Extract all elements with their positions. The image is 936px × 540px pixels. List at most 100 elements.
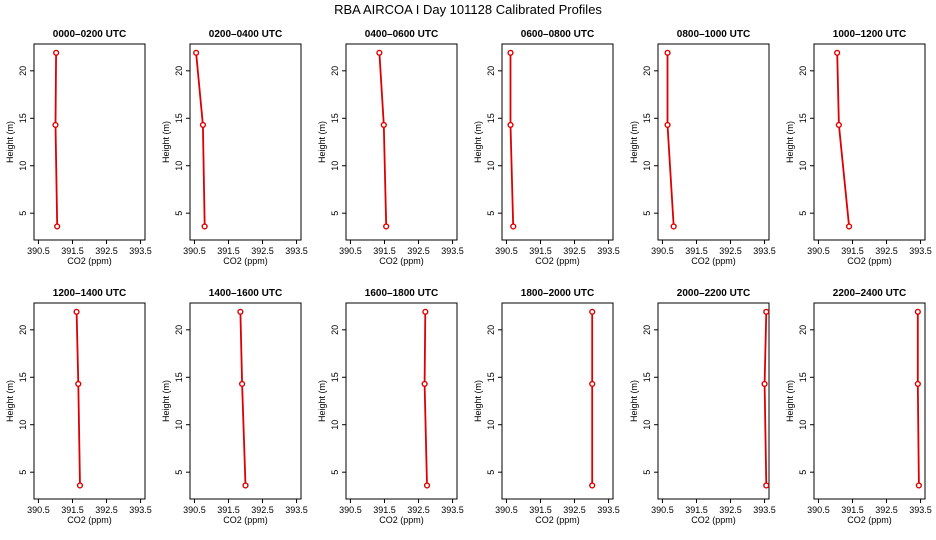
y-axis-label: Height (m) (161, 121, 171, 163)
profile-point (664, 49, 671, 56)
plot-frame (501, 302, 614, 500)
y-axis-label: Height (m) (629, 380, 639, 422)
profile-line (54, 52, 59, 227)
profile-panel: 0000–0200 UTC 390.5 391.5 392.5 393.5 5 10 15 20… (5, 29, 152, 266)
y-tick-label: 10 (798, 420, 808, 430)
y-tick-label: 5 (642, 211, 652, 216)
y-axis-label: Height (m) (785, 121, 795, 163)
x-tick-label: 391.5 (61, 246, 84, 256)
x-tick-label: 392.5 (875, 246, 898, 256)
x-axis-label: CO2 (ppm) (847, 515, 892, 525)
profile-point (75, 380, 82, 388)
profile-point (845, 223, 853, 230)
panel-title: 0000–0200 UTC (53, 29, 126, 40)
x-tick-label: 392.5 (563, 246, 586, 256)
profile-point (237, 308, 244, 315)
x-tick-label: 393.5 (909, 505, 932, 515)
y-axis-label: Height (m) (473, 380, 483, 422)
profile-point (54, 223, 61, 230)
profile-panel: 0600–0800 UTC 390.5 391.5 392.5 393.5 5 10 15 20… (473, 29, 620, 266)
profile-point (76, 482, 84, 489)
profile-point (835, 121, 842, 129)
x-tick-label: 392.5 (95, 505, 118, 515)
y-tick-label: 15 (18, 113, 28, 123)
x-axis-label: CO2 (ppm) (535, 515, 580, 525)
x-tick-label: 392.5 (875, 505, 898, 515)
x-axis-label: CO2 (ppm) (223, 256, 268, 266)
x-tick-label: 390.5 (183, 505, 206, 515)
profile-point (589, 380, 596, 388)
profile-point (380, 121, 387, 129)
y-tick-label: 20 (798, 66, 808, 76)
y-tick-label: 10 (330, 161, 340, 171)
panel-title: 2200–2400 UTC (833, 288, 906, 299)
x-tick-label: 390.5 (651, 246, 674, 256)
plot-frame (189, 43, 302, 241)
y-axis-label: Height (m) (317, 380, 327, 422)
y-tick-label: 15 (330, 113, 340, 123)
y-tick-label: 10 (486, 420, 496, 430)
x-axis-label: CO2 (ppm) (535, 256, 580, 266)
plot-frame (345, 302, 458, 500)
y-tick-label: 10 (18, 420, 28, 430)
x-tick-label: 393.5 (597, 505, 620, 515)
panel-title: 0800–1000 UTC (677, 29, 750, 40)
profile-line (666, 52, 675, 227)
y-tick-label: 15 (330, 372, 340, 382)
x-tick-label: 390.5 (807, 505, 830, 515)
y-axis-label: Height (m) (161, 380, 171, 422)
y-tick-label: 15 (642, 372, 652, 382)
y-tick-label: 5 (642, 470, 652, 475)
profile-point (423, 482, 431, 489)
y-tick-label: 5 (486, 470, 496, 475)
profile-point (422, 308, 429, 315)
y-tick-label: 5 (174, 211, 184, 216)
y-tick-label: 15 (18, 372, 28, 382)
y-tick-label: 5 (798, 470, 808, 475)
profile-point (242, 482, 249, 489)
y-tick-label: 5 (18, 211, 28, 216)
x-axis-label: CO2 (ppm) (847, 256, 892, 266)
x-tick-label: 393.5 (753, 505, 776, 515)
x-tick-label: 391.5 (529, 246, 552, 256)
x-axis-label: CO2 (ppm) (379, 515, 424, 525)
profile-panel: 0800–1000 UTC 390.5 391.5 392.5 393.5 5 10 15 20… (629, 29, 776, 266)
panel-title: 1800–2000 UTC (521, 288, 594, 299)
profile-point (52, 121, 59, 129)
x-tick-label: 392.5 (563, 505, 586, 515)
profile-point (763, 482, 770, 489)
panel-title: 0400–0600 UTC (365, 29, 438, 40)
profile-point (915, 482, 922, 489)
x-tick-label: 393.5 (909, 246, 932, 256)
y-tick-label: 10 (642, 420, 652, 430)
y-tick-label: 5 (798, 211, 808, 216)
profile-point (507, 49, 514, 56)
profile-point (761, 380, 768, 388)
profile-line (75, 311, 81, 486)
profile-point (193, 49, 200, 56)
profile-point (664, 121, 671, 129)
y-tick-label: 5 (18, 470, 28, 475)
plot-frame (813, 43, 926, 241)
x-tick-label: 391.5 (529, 505, 552, 515)
x-tick-label: 391.5 (685, 505, 708, 515)
y-tick-label: 15 (798, 113, 808, 123)
x-axis-label: CO2 (ppm) (67, 515, 112, 525)
y-tick-label: 15 (798, 372, 808, 382)
x-tick-label: 393.5 (129, 246, 152, 256)
x-tick-label: 392.5 (719, 246, 742, 256)
x-tick-label: 393.5 (129, 505, 152, 515)
x-tick-label: 392.5 (251, 505, 274, 515)
y-tick-label: 15 (486, 372, 496, 382)
y-tick-label: 20 (642, 66, 652, 76)
profile-line (239, 311, 247, 486)
y-tick-label: 20 (642, 325, 652, 335)
profile-line (509, 52, 515, 227)
plot-frame (33, 302, 146, 500)
x-tick-label: 391.5 (217, 505, 240, 515)
profile-point (834, 49, 841, 56)
plot-frame (813, 302, 926, 500)
x-tick-label: 391.5 (841, 505, 864, 515)
y-tick-label: 5 (486, 211, 496, 216)
